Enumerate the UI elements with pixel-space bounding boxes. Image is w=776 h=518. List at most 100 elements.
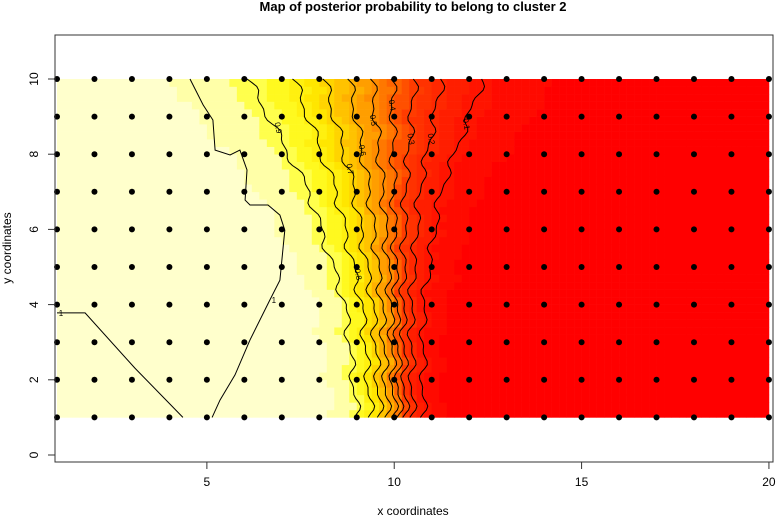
heatmap-cell [461,402,470,411]
heatmap-cell [529,349,537,358]
heatmap-cell [386,409,395,418]
heatmap-cell [206,357,215,366]
heatmap-cell [514,191,522,200]
heatmap-cell [753,327,762,335]
heatmap-cell [431,184,440,193]
heatmap-cell [746,297,755,305]
heatmap-cell [454,116,462,125]
heatmap-cell [386,199,395,208]
heatmap-cell [521,236,530,245]
heatmap-cell [124,199,133,208]
heatmap-cell [761,124,770,132]
heatmap-cell [401,229,410,238]
heatmap-cell [446,244,455,253]
heatmap-cell [596,184,605,193]
heatmap-cell [469,94,477,102]
heatmap-cell [416,349,425,358]
heatmap-cell [371,289,380,298]
heatmap-cell [131,109,140,117]
heatmap-cell [656,236,665,245]
heatmap-cell [139,229,148,238]
grid-point [91,188,98,195]
heatmap-cell [536,289,545,298]
heatmap-cell [101,116,110,125]
heatmap-cell [514,289,522,298]
heatmap-cell [753,282,762,290]
heatmap-cell [371,357,380,366]
heatmap-cell [738,282,747,290]
grid-point [503,414,510,421]
heatmap-cell [371,161,380,170]
grid-point [616,226,623,233]
heatmap-cell [146,146,155,155]
heatmap-cell [521,342,530,351]
heatmap-cell [169,199,178,208]
heatmap-cell [626,214,635,223]
heatmap-cell [64,109,73,117]
heatmap-cell [611,357,620,366]
heatmap-cell [146,334,155,343]
heatmap-cell [394,409,403,418]
heatmap-cell [461,131,470,140]
heatmap-cell [581,79,590,87]
heatmap-cell [469,79,477,87]
heatmap-cell [761,139,770,147]
heatmap-cell [131,251,140,260]
heatmap-cell [206,94,215,102]
heatmap-cell [476,206,485,215]
heatmap-cell [626,236,635,245]
heatmap-cell [491,379,500,388]
heatmap-cell [551,334,560,343]
heatmap-cell [394,267,403,275]
heatmap-cell [589,267,597,275]
heatmap-cell [334,334,343,343]
heatmap-cell [296,379,305,388]
heatmap-cell [311,184,320,193]
heatmap-cell [536,79,545,87]
heatmap-cell [326,116,335,125]
heatmap-cell [311,319,320,328]
heatmap-cell [349,229,358,238]
heatmap-cell [559,146,567,155]
heatmap-cell [679,409,687,418]
heatmap-cell [619,214,627,223]
heatmap-cell [364,221,373,230]
heatmap-cell [731,131,740,140]
heatmap-cell [71,319,80,328]
heatmap-cell [101,236,110,245]
heatmap-cell [319,116,328,125]
heatmap-cell [476,387,485,396]
heatmap-cell [461,372,470,381]
heatmap-cell [731,94,740,102]
heatmap-cell [671,206,680,215]
heatmap-cell [708,387,717,396]
heatmap-cell [251,274,260,283]
heatmap-cell [581,124,590,132]
contour-label: 0.4 [387,99,398,112]
heatmap-cell [611,364,620,373]
heatmap-cell [469,349,477,358]
heatmap-cell [296,342,305,351]
heatmap-cell [566,379,575,388]
heatmap-cell [259,124,268,132]
heatmap-cell [266,146,275,155]
grid-point [541,414,548,421]
heatmap-cell [544,349,552,358]
heatmap-cell [124,221,133,230]
heatmap-cell [236,297,245,305]
heatmap-cell [109,312,118,320]
chart-title: Map of posterior probability to belong t… [260,0,567,14]
heatmap-cell [619,184,627,193]
heatmap-cell [296,221,305,230]
heatmap-cell [424,342,432,351]
heatmap-cell [394,229,403,238]
heatmap-cell [664,116,672,125]
heatmap-cell [184,372,193,381]
heatmap-cell [484,176,492,185]
heatmap-cell [371,379,380,388]
heatmap-cell [671,251,680,260]
heatmap-cell [386,267,395,275]
y-axis-label: y coordinates [0,212,14,283]
heatmap-cell [296,131,305,140]
heatmap-cell [566,139,575,147]
